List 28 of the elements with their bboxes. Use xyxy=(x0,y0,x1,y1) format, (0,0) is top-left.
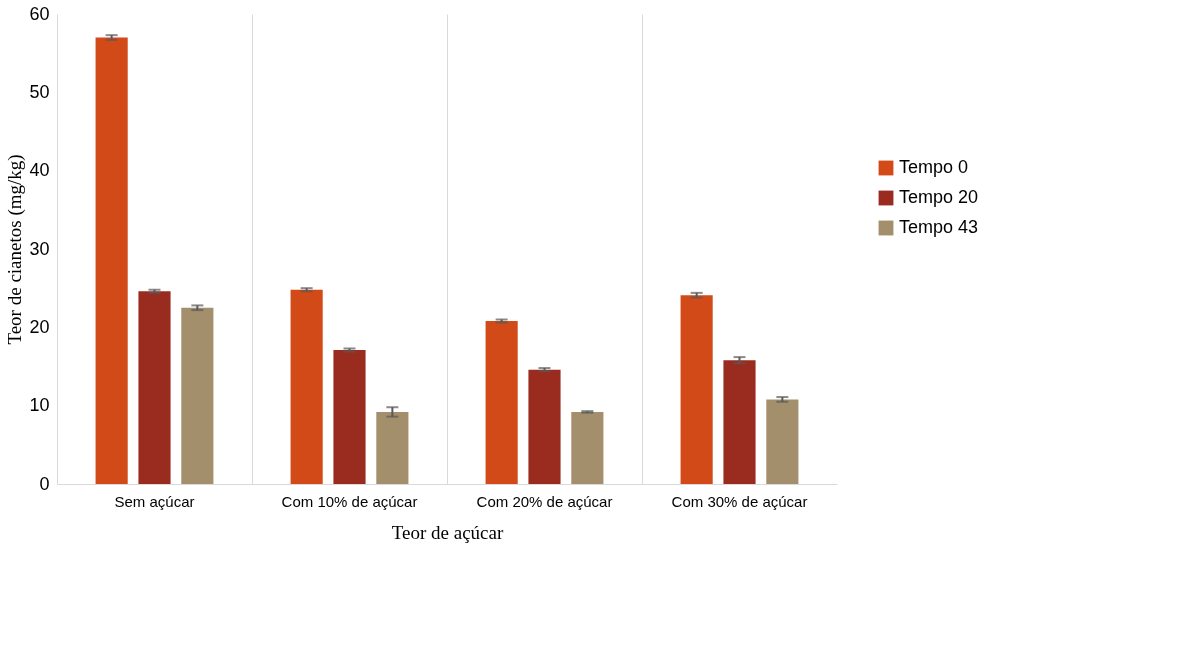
bar xyxy=(680,295,713,484)
legend-label: Tempo 0 xyxy=(899,157,969,177)
bar xyxy=(485,321,518,484)
y-tick-label: 50 xyxy=(29,81,50,102)
y-tick-label: 60 xyxy=(29,3,50,24)
y-tick-label: 20 xyxy=(29,316,50,337)
bar xyxy=(290,289,323,484)
x-axis-title: Teor de açúcar xyxy=(391,521,504,543)
bar xyxy=(333,350,366,484)
legend-label: Tempo 20 xyxy=(899,187,979,207)
bar xyxy=(766,399,799,484)
bar xyxy=(95,37,128,484)
y-tick-label: 0 xyxy=(39,473,50,494)
x-tick-label: Com 10% de açúcar xyxy=(281,492,418,510)
y-tick-label: 40 xyxy=(29,160,50,181)
legend-label: Tempo 43 xyxy=(899,217,979,237)
bar xyxy=(138,291,171,484)
bar xyxy=(181,307,214,484)
bar xyxy=(376,411,409,484)
x-tick-label: Com 20% de açúcar xyxy=(476,492,613,510)
bar xyxy=(571,411,604,484)
y-axis-title: Teor de cianetos (mg/kg) xyxy=(4,154,27,345)
y-tick-label: 30 xyxy=(29,238,50,259)
y-tick-label: 10 xyxy=(29,395,50,416)
bar xyxy=(723,360,756,484)
x-tick-label: Sem açúcar xyxy=(114,492,195,510)
x-tick-label: Com 30% de açúcar xyxy=(671,492,808,510)
bar xyxy=(528,369,561,484)
